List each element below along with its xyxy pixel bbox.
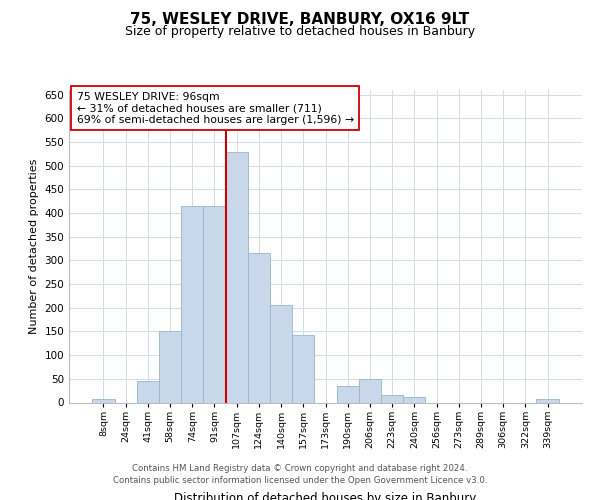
Text: 75 WESLEY DRIVE: 96sqm
← 31% of detached houses are smaller (711)
69% of semi-de: 75 WESLEY DRIVE: 96sqm ← 31% of detached…: [77, 92, 354, 125]
Bar: [159, 332, 181, 402]
Bar: [292, 336, 314, 402]
Bar: [536, 399, 559, 402]
Bar: [203, 206, 226, 402]
Text: 75, WESLEY DRIVE, BANBURY, OX16 9LT: 75, WESLEY DRIVE, BANBURY, OX16 9LT: [130, 12, 470, 28]
Bar: [270, 306, 292, 402]
Bar: [359, 379, 381, 402]
Bar: [381, 396, 403, 402]
Bar: [403, 397, 425, 402]
Bar: [181, 206, 203, 402]
Y-axis label: Number of detached properties: Number of detached properties: [29, 158, 39, 334]
Text: Size of property relative to detached houses in Banbury: Size of property relative to detached ho…: [125, 25, 475, 38]
X-axis label: Distribution of detached houses by size in Banbury: Distribution of detached houses by size …: [175, 492, 476, 500]
Text: Contains public sector information licensed under the Open Government Licence v3: Contains public sector information licen…: [113, 476, 487, 485]
Text: Contains HM Land Registry data © Crown copyright and database right 2024.: Contains HM Land Registry data © Crown c…: [132, 464, 468, 473]
Bar: [248, 254, 270, 402]
Bar: [226, 152, 248, 402]
Bar: [337, 386, 359, 402]
Bar: [92, 398, 115, 402]
Bar: [137, 381, 159, 402]
